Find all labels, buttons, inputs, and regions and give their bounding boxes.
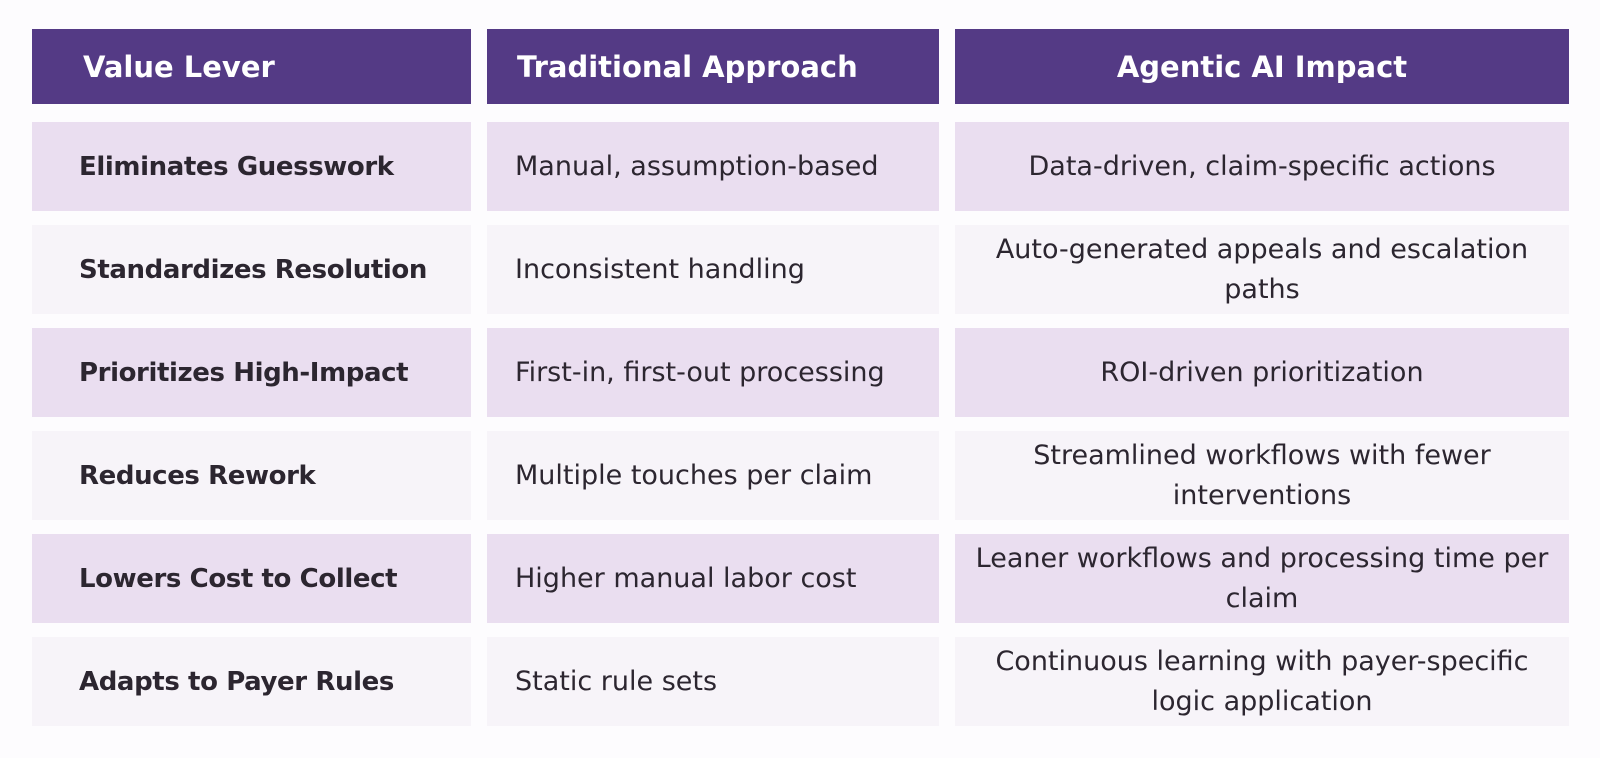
row-6-traditional: Static rule sets (487, 637, 939, 726)
row-5-value-lever: Lowers Cost to Collect (32, 534, 471, 623)
row-2-traditional: Inconsistent handling (487, 225, 939, 314)
row-6-value-lever: Adapts to Payer Rules (32, 637, 471, 726)
row-3-value-lever: Prioritizes High-Impact (32, 328, 471, 417)
header-value-lever: Value Lever (32, 29, 471, 104)
row-1-traditional: Manual, assumption-based (487, 122, 939, 211)
row-6-agentic-impact: Continuous learning with payer-specific … (955, 637, 1569, 726)
row-2-agentic-impact: Auto-generated appeals and escalation pa… (955, 225, 1569, 314)
row-5-agentic-impact: Leaner workflows and processing time per… (955, 534, 1569, 623)
row-4-agentic-impact: Streamlined workflows with fewer interve… (955, 431, 1569, 520)
row-1-value-lever: Eliminates Guesswork (32, 122, 471, 211)
header-traditional-approach: Traditional Approach (487, 29, 939, 104)
row-5-traditional: Higher manual labor cost (487, 534, 939, 623)
header-agentic-ai-impact: Agentic AI Impact (955, 29, 1569, 104)
row-3-agentic-impact: ROI-driven prioritization (955, 328, 1569, 417)
comparison-table: Value Lever Traditional Approach Agentic… (32, 29, 1569, 726)
row-1-agentic-impact: Data-driven, claim-specific actions (955, 122, 1569, 211)
row-4-traditional: Multiple touches per claim (487, 431, 939, 520)
row-2-value-lever: Standardizes Resolution (32, 225, 471, 314)
row-4-value-lever: Reduces Rework (32, 431, 471, 520)
row-3-traditional: First-in, first-out processing (487, 328, 939, 417)
